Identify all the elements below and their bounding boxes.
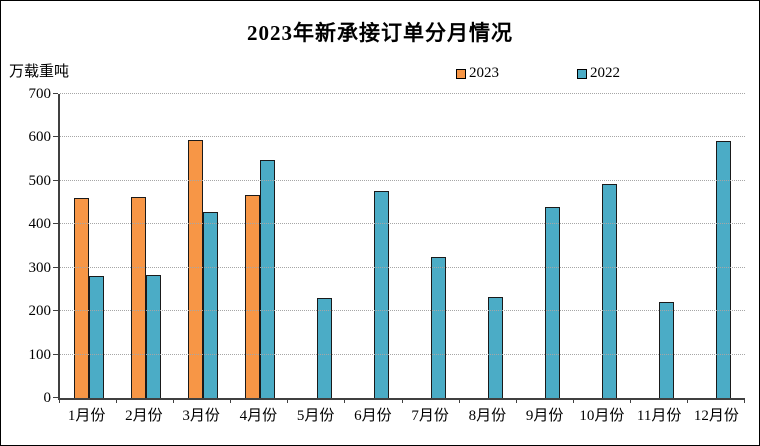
x-axis-tick (458, 398, 460, 403)
bar-2022-1月份 (88, 276, 104, 398)
bar-group-12月份 (688, 94, 745, 398)
y-axis-tick (53, 223, 58, 225)
x-axis-label: 2月份 (125, 408, 163, 424)
bar-2022-12月份 (716, 141, 732, 398)
x-axis-tick (401, 398, 403, 403)
x-axis-label: 3月份 (182, 408, 220, 424)
gridline-300 (60, 266, 745, 268)
bar-2022-6月份 (373, 191, 389, 398)
y-axis-tick-label: 200 (28, 303, 52, 320)
legend-label-2023: 2023 (469, 65, 499, 81)
bar-2022-5月份 (316, 298, 332, 398)
y-axis-tick (53, 266, 58, 268)
x-axis-label: 8月份 (468, 408, 507, 424)
gridline-700 (60, 93, 745, 94)
x-axis-tick (173, 398, 175, 403)
bar-2023-2月份 (130, 197, 146, 398)
bar-group-4月份 (231, 94, 288, 398)
bar-2023-1月份 (73, 198, 89, 398)
x-axis-labels: 1月份 2月份 3月份 4月份 5月份 6月份 7月份 8月份 9月份 10月份 11月份 12月份 (58, 404, 745, 425)
y-axis-tick-label: 300 (28, 259, 52, 276)
legend-item-2022: 2022 (577, 65, 620, 82)
y-axis-tick-label: 400 (28, 216, 52, 233)
bar-2022-3月份 (202, 212, 218, 398)
x-axis-tick (629, 398, 631, 403)
bar-group-2月份 (117, 94, 174, 398)
bar-group-8月份 (460, 94, 517, 398)
bar-group-5月份 (288, 94, 345, 398)
bar-2022-7月份 (431, 256, 446, 398)
x-axis-tick (59, 398, 60, 403)
x-axis-label: 7月份 (411, 408, 449, 424)
y-axis-tick (53, 353, 58, 355)
legend-swatch-2023-icon (456, 68, 466, 79)
x-axis-label: 4月份 (239, 408, 278, 424)
x-axis-tick (572, 398, 574, 403)
bar-2022-4月份 (259, 160, 275, 398)
y-axis-tick (53, 136, 58, 138)
y-axis-tick-label: 600 (28, 129, 52, 146)
bar-group-6月份 (345, 94, 402, 398)
x-axis-label: 1月份 (67, 408, 106, 424)
bar-2022-8月份 (488, 297, 504, 398)
x-axis-label: 10月份 (579, 408, 625, 424)
y-axis-unit-label: 万载重吨 (9, 64, 70, 80)
legend-swatch-2022-icon (577, 68, 587, 79)
bar-group-3月份 (174, 94, 231, 398)
chart-title: 2023年新承接订单分月情况 (247, 21, 513, 45)
y-axis-tick (53, 93, 58, 94)
x-axis-tick (287, 398, 289, 403)
legend-item-2023: 2023 (456, 65, 499, 82)
legend-label-2022: 2022 (590, 65, 620, 81)
x-axis-label: 6月份 (354, 408, 392, 424)
x-axis-tick (344, 398, 346, 403)
x-axis-tick (515, 398, 517, 403)
bar-2022-10月份 (602, 183, 618, 398)
x-axis-tick (116, 398, 118, 403)
x-axis-tick (230, 398, 232, 403)
y-axis-tick (53, 397, 58, 398)
y-axis-tick-label: 100 (28, 346, 52, 363)
bar-2022-11月份 (659, 302, 675, 398)
x-axis-tick (686, 398, 688, 403)
bar-group-11月份 (631, 94, 688, 398)
plot-area (53, 93, 745, 403)
bar-2022-2月份 (145, 275, 161, 398)
gridline-100 (60, 353, 745, 355)
x-axis-label: 9月份 (525, 408, 564, 424)
x-axis-tick (744, 398, 745, 403)
bar-group-10月份 (574, 94, 631, 398)
y-axis-tick-label: 0 (43, 390, 52, 406)
y-axis-tick (53, 310, 58, 312)
bar-2023-3月份 (187, 140, 203, 398)
bar-2023-4月份 (244, 194, 260, 398)
bars-layer (60, 94, 745, 398)
x-axis-label: 12月份 (693, 408, 739, 424)
y-axis-tick-label: 500 (28, 172, 52, 189)
y-axis-tick-label: 700 (28, 86, 52, 102)
gridline-500 (60, 179, 745, 181)
x-axis-label: 11月份 (636, 408, 682, 424)
gridline-600 (60, 136, 745, 138)
bar-group-7月份 (402, 94, 459, 398)
bar-2022-9月份 (545, 206, 561, 398)
bar-group-1月份 (60, 94, 117, 398)
gridline-200 (60, 310, 745, 312)
x-axis-label: 5月份 (296, 408, 335, 424)
y-axis-tick (53, 179, 58, 181)
gridline-400 (60, 223, 745, 225)
legend: 2023 2022 (456, 65, 620, 82)
bar-group-9月份 (517, 94, 574, 398)
